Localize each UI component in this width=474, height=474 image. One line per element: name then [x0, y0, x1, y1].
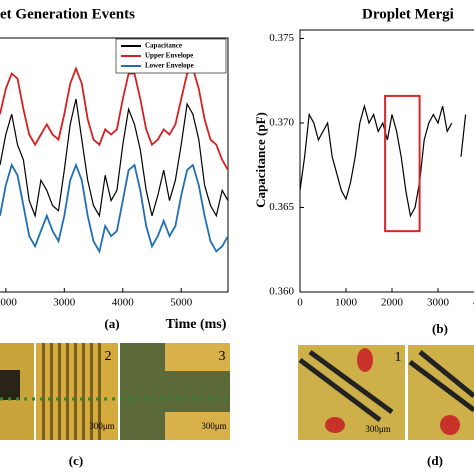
x-tick-label: 2000	[0, 297, 17, 309]
x-tick-label: 4000	[112, 297, 135, 309]
x-tick-label: 3000	[427, 297, 450, 309]
chart-title: et Generation Events	[0, 6, 135, 22]
panel-label: (a)	[104, 316, 119, 331]
x-tick-label: 3000	[53, 297, 76, 309]
electrode-pad	[165, 343, 230, 371]
photo-group: 2 300μm 3 300μm (c)	[0, 343, 230, 468]
panel-label: (c)	[69, 453, 83, 468]
data-line	[300, 103, 467, 218]
legend-label: Upper Envelope	[145, 52, 193, 60]
photo-group: 1 300μm (d)	[298, 345, 474, 468]
y-tick-label: 0.360	[269, 286, 294, 298]
droplet	[357, 348, 373, 372]
plot-frame	[0, 37, 229, 293]
y-tick-label: 0.370	[269, 116, 294, 128]
data-line	[0, 162, 228, 254]
data-line	[0, 65, 228, 172]
y-tick-label: 0.375	[269, 32, 294, 44]
electrode	[298, 349, 394, 422]
photo-detail	[0, 370, 20, 400]
plot-area	[0, 65, 228, 254]
x-tick-label: 0	[297, 297, 303, 309]
scale-label: 300μm	[365, 424, 390, 434]
electrode-stripes	[42, 343, 101, 440]
panel-label: (d)	[427, 453, 443, 468]
scale-label: 300μm	[89, 421, 114, 431]
plot-frame	[299, 29, 474, 293]
legend-label: Lower Envelope	[145, 62, 194, 70]
photo	[298, 345, 405, 440]
scale-label: 300μm	[201, 421, 226, 431]
droplet	[440, 415, 460, 435]
chart-title: Droplet Mergi	[362, 6, 454, 22]
x-tick-label: 1000	[335, 297, 358, 309]
electrode	[408, 350, 474, 412]
legend-label: Capacitance	[145, 42, 182, 50]
photo-label: 3	[219, 349, 226, 364]
plot-area	[300, 103, 467, 218]
photo-label: 2	[105, 349, 112, 364]
y-tick-label: 0.365	[269, 201, 294, 213]
x-tick-label: 2000	[381, 297, 404, 309]
panel-label: (b)	[432, 321, 448, 336]
x-axis-label: Time (ms)	[166, 317, 227, 332]
photo-label: 1	[395, 350, 402, 365]
droplet	[325, 417, 345, 433]
highlight-box	[384, 94, 421, 233]
electrode-pad	[165, 412, 230, 440]
x-tick-label: 5000	[170, 297, 193, 309]
y-axis-label: Capacitance (pF)	[253, 112, 268, 208]
data-line	[0, 98, 228, 219]
